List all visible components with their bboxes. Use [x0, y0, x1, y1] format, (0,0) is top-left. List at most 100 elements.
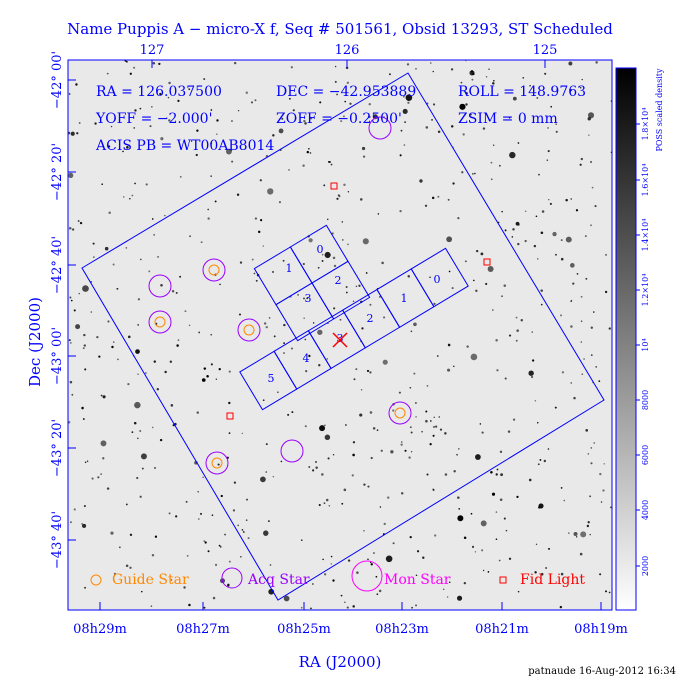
star [604, 290, 608, 294]
star [309, 152, 312, 154]
star [426, 473, 429, 476]
colorbar-label: POSS scaled density [655, 68, 664, 152]
star [589, 160, 593, 164]
star [400, 443, 403, 446]
star [336, 93, 339, 96]
star [154, 535, 158, 538]
star [92, 242, 95, 245]
star [245, 519, 248, 521]
star [531, 359, 535, 362]
star [247, 537, 250, 540]
star [321, 260, 324, 262]
star [563, 499, 566, 502]
star [328, 160, 330, 163]
star [608, 327, 611, 330]
star [70, 299, 73, 302]
star [498, 559, 501, 562]
star [432, 425, 436, 428]
star [560, 257, 564, 261]
star [321, 253, 324, 256]
star [464, 260, 467, 263]
star [203, 606, 206, 609]
star [404, 121, 407, 124]
star [287, 413, 290, 416]
star [68, 339, 71, 342]
star [288, 169, 290, 171]
star [309, 117, 313, 120]
star [595, 61, 598, 64]
star [590, 326, 593, 329]
star [554, 406, 557, 409]
star [272, 475, 275, 478]
star [358, 284, 361, 287]
star [240, 556, 242, 558]
star [303, 119, 306, 123]
star [347, 191, 350, 193]
star [383, 522, 386, 526]
star [360, 389, 363, 391]
info-acis: ACIS PB = WT00AB8014 [95, 138, 274, 154]
star [145, 372, 147, 374]
star [536, 97, 539, 99]
star [512, 418, 516, 421]
star [560, 487, 563, 489]
star [73, 508, 76, 511]
star [83, 333, 86, 337]
star [334, 80, 337, 83]
star [201, 378, 206, 382]
star [323, 184, 326, 187]
star [168, 512, 171, 515]
star [392, 409, 395, 412]
star [324, 424, 326, 427]
star [69, 296, 72, 299]
star [547, 448, 550, 450]
star [361, 327, 364, 330]
sky-image [68, 60, 612, 610]
legend-label: Guide Star [112, 572, 189, 588]
colorbar-tick-label: 4000 [641, 500, 650, 520]
star [490, 161, 493, 164]
star [579, 552, 583, 556]
star [515, 316, 518, 319]
star [589, 533, 591, 536]
star [509, 151, 516, 159]
star [518, 224, 520, 226]
star [317, 266, 320, 269]
star [237, 524, 240, 527]
star [388, 73, 391, 76]
star [308, 147, 310, 150]
star [90, 311, 93, 313]
star [479, 423, 482, 425]
star [368, 115, 371, 119]
star [84, 368, 87, 371]
star [214, 563, 218, 567]
star [153, 234, 155, 236]
star [84, 461, 87, 464]
star [149, 125, 152, 128]
star [505, 529, 508, 532]
star [292, 109, 295, 112]
star [102, 395, 106, 399]
star [216, 133, 218, 135]
star [508, 557, 512, 561]
star [515, 339, 518, 342]
star [278, 128, 284, 134]
star [599, 573, 602, 576]
star [598, 380, 601, 383]
star [110, 125, 113, 128]
star [432, 488, 435, 491]
star [535, 543, 538, 546]
star [444, 473, 448, 476]
star [501, 295, 503, 297]
star [135, 349, 140, 354]
star [110, 531, 114, 535]
star [318, 364, 321, 367]
chip-label: 1 [286, 262, 293, 275]
star [133, 127, 136, 129]
star [81, 406, 84, 410]
star [378, 589, 382, 593]
star [485, 282, 488, 286]
star [302, 164, 305, 167]
star [197, 490, 200, 493]
star [280, 460, 283, 463]
